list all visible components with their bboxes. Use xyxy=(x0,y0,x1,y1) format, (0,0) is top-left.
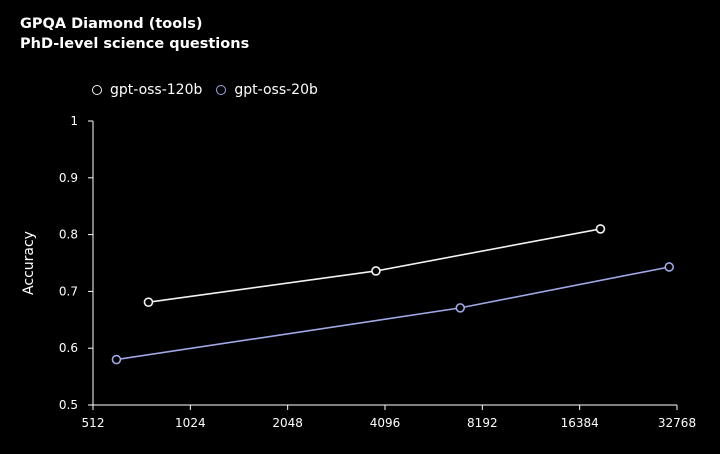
series-point-0 xyxy=(595,224,606,234)
x-tick-label: 512 xyxy=(82,416,105,430)
y-tick-label: 0.6 xyxy=(59,341,78,355)
x-tick-label: 16384 xyxy=(561,416,599,430)
series-line-0 xyxy=(148,228,601,303)
y-tick-label: 1 xyxy=(70,114,78,128)
x-tick-label: 1024 xyxy=(175,416,206,430)
chart-title-block: GPQA Diamond (tools) PhD-level science q… xyxy=(20,14,249,54)
x-tick-label: 2048 xyxy=(272,416,303,430)
y-tick-label: 0.9 xyxy=(59,171,78,185)
series-point-0 xyxy=(371,266,381,276)
series-point-1 xyxy=(664,262,675,272)
series-point-1 xyxy=(455,303,466,313)
series-point-0 xyxy=(143,297,154,307)
y-tick-label: 0.5 xyxy=(59,398,78,412)
legend-label-series-0: gpt-oss-120b xyxy=(110,82,203,98)
chart-subtitle: PhD-level science questions xyxy=(20,36,250,52)
legend-item-series-0: gpt-oss-120b xyxy=(92,82,202,98)
series-line-1 xyxy=(116,266,670,361)
legend-item-series-1: gpt-oss-20b xyxy=(216,82,318,98)
x-tick-label: 8192 xyxy=(467,416,498,430)
y-axis-label: Accuracy xyxy=(21,231,37,295)
legend-label-series-1: gpt-oss-20b xyxy=(234,82,318,98)
x-tick-label: 4096 xyxy=(370,416,401,430)
chart-title: GPQA Diamond (tools) xyxy=(20,16,203,32)
legend-marker-series-0 xyxy=(92,85,102,95)
y-tick-label: 0.7 xyxy=(59,284,78,298)
x-tick-label: 32768 xyxy=(658,416,696,430)
y-tick-label: 0.8 xyxy=(59,228,78,242)
legend: gpt-oss-120b gpt-oss-20b xyxy=(92,82,318,98)
series-point-1 xyxy=(111,354,122,365)
legend-marker-series-1 xyxy=(216,85,227,95)
